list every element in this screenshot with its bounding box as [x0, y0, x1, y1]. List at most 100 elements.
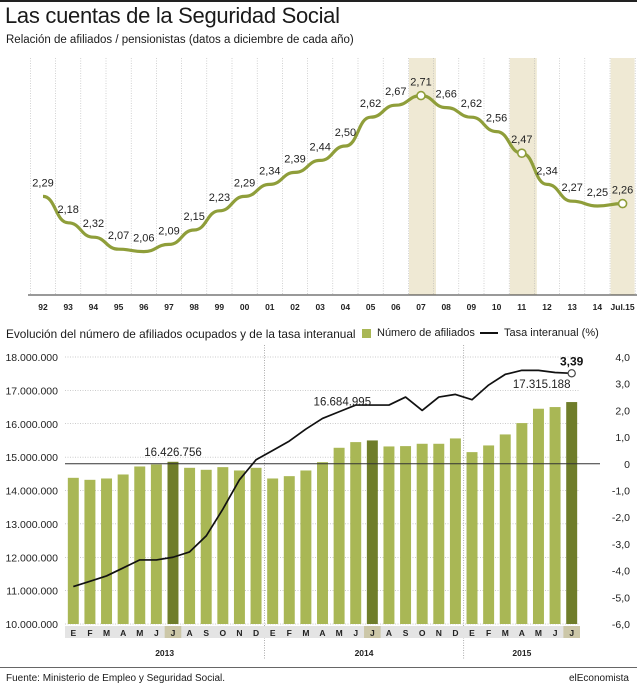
highlight-band-Jul.15: [610, 58, 635, 295]
y-left-tick-label: 15.000.000: [5, 452, 58, 464]
ratio-value-label: 2,29: [234, 177, 255, 189]
affiliates-bar: [433, 443, 445, 624]
ratio-value-label: 2,50: [335, 127, 356, 139]
legend-bar-swatch: [362, 328, 371, 338]
ratio-point-marker: [416, 90, 426, 101]
y-right-tick-label: 2,0: [615, 405, 630, 417]
legend-line: Tasa interanual (%): [480, 327, 599, 339]
y-right-tick-label: -6,0: [612, 619, 630, 631]
affiliates-bar: [217, 467, 229, 624]
affiliates-bar: [67, 477, 79, 624]
x-tick-label: 10: [492, 302, 502, 312]
ratio-value-label: 2,66: [435, 89, 456, 101]
affiliates-bar: [117, 474, 129, 624]
legend-bar-label: Número de afiliados: [377, 327, 475, 339]
x-tick-label: 09: [467, 302, 477, 312]
bar-annotation: 16.426.756: [144, 447, 202, 459]
affiliates-bar: [366, 440, 378, 624]
x-tick-label: 07: [416, 302, 426, 312]
x-tick-label: 93: [63, 302, 73, 312]
affiliates-bar: [300, 470, 312, 624]
brand-logo: elEconomista: [568, 673, 629, 684]
y-right-tick-label: 3,0: [615, 379, 630, 391]
affiliates-bar: [134, 466, 146, 624]
page-title: Las cuentas de la Seguridad Social: [5, 3, 340, 28]
month-tick-label: E: [469, 628, 475, 638]
affiliates-bar: [317, 462, 328, 624]
affiliates-bar: [483, 445, 495, 624]
legend-line-swatch: [480, 332, 498, 334]
month-tick-label: A: [120, 628, 126, 638]
month-tick-label: A: [187, 628, 193, 638]
month-tick-label: M: [103, 628, 110, 638]
ratio-value-label: 2,47: [511, 134, 532, 146]
bar-annotation: 16.684.995: [314, 396, 372, 408]
legend-line-label: Tasa interanual (%): [504, 327, 599, 339]
ratio-value-label: 2,27: [561, 182, 582, 194]
ratio-line-chart: 2,29 92 2,18 93 2,32 94 2,07 95 2,06 96 2,09 97 2,15…: [28, 58, 637, 312]
top-rule: [0, 0, 637, 2]
x-tick-label: 94: [89, 302, 99, 312]
y-right-tick-label: 4,0: [615, 352, 630, 364]
ratio-value-label: 2,34: [536, 165, 557, 177]
month-tick-label: J: [370, 628, 375, 638]
x-tick-label: 95: [114, 302, 124, 312]
month-tick-label: A: [386, 628, 392, 638]
ratio-value-label: 2,18: [57, 204, 78, 216]
affiliates-bar: [499, 434, 511, 624]
y-left-tick-label: 11.000.000: [6, 586, 58, 598]
month-tick-label: O: [419, 628, 426, 638]
month-tick-label: J: [553, 628, 558, 638]
x-tick-label: 99: [215, 302, 225, 312]
affiliates-bar: [400, 446, 412, 624]
ratio-value-label: 2,26: [612, 185, 633, 197]
affiliates-bar: [233, 470, 245, 624]
x-tick-label: 98: [189, 302, 199, 312]
y-left-tick-label: 16.000.000: [5, 419, 58, 431]
month-tick-label: D: [452, 628, 458, 638]
affiliates-bar: [383, 446, 395, 624]
ratio-value-label: 2,34: [259, 165, 280, 177]
month-tick-label: J: [154, 628, 159, 638]
ratio-value-label: 2,06: [133, 233, 154, 245]
year-label: 2015: [512, 648, 531, 658]
y-right-tick-label: -3,0: [612, 539, 630, 551]
month-tick-label: F: [486, 628, 491, 638]
year-label: 2013: [155, 648, 174, 658]
ratio-value-label: 2,29: [32, 177, 53, 189]
affiliates-bar: [250, 467, 262, 624]
affiliates-bar: [350, 442, 362, 624]
affiliates-bar: [516, 423, 528, 624]
ratio-value-label: 2,23: [209, 192, 230, 204]
y-left-tick-label: 12.000.000: [5, 552, 58, 564]
month-tick-label: M: [502, 628, 509, 638]
x-tick-label: 13: [567, 302, 577, 312]
y-left-tick-label: 13.000.000: [5, 519, 58, 531]
month-tick-label: M: [136, 628, 143, 638]
ratio-value-label: 2,71: [410, 77, 431, 89]
affiliates-bar: [184, 467, 196, 624]
affiliates-bar: [84, 479, 96, 624]
month-tick-label: J: [171, 628, 176, 638]
y-left-tick-label: 10.000.000: [5, 619, 58, 631]
x-tick-label: 05: [366, 302, 376, 312]
ratio-point-marker: [516, 148, 527, 158]
ratio-point-marker: [617, 198, 628, 209]
affiliates-bar: [466, 452, 478, 624]
month-tick-label: E: [70, 628, 76, 638]
ratio-value-label: 2,67: [385, 86, 406, 98]
month-tick-label: N: [436, 628, 442, 638]
x-tick-label: 14: [593, 302, 603, 312]
ratio-value-label: 2,09: [158, 225, 179, 237]
rate-line: [73, 369, 572, 588]
affiliates-bar: [449, 438, 461, 624]
rate-last-point: [567, 369, 576, 378]
affiliates-bar: [167, 461, 179, 624]
x-tick-label: 00: [240, 302, 250, 312]
month-tick-label: N: [236, 628, 242, 638]
ratio-value-label: 2,07: [108, 230, 129, 242]
affiliates-bar-chart: 18.000.000 17.000.000 16.000.000 15.000.000…: [5, 345, 630, 660]
y-left-tick-label: 14.000.000: [5, 486, 58, 498]
month-tick-label: M: [336, 628, 343, 638]
affiliates-bar: [566, 402, 578, 624]
